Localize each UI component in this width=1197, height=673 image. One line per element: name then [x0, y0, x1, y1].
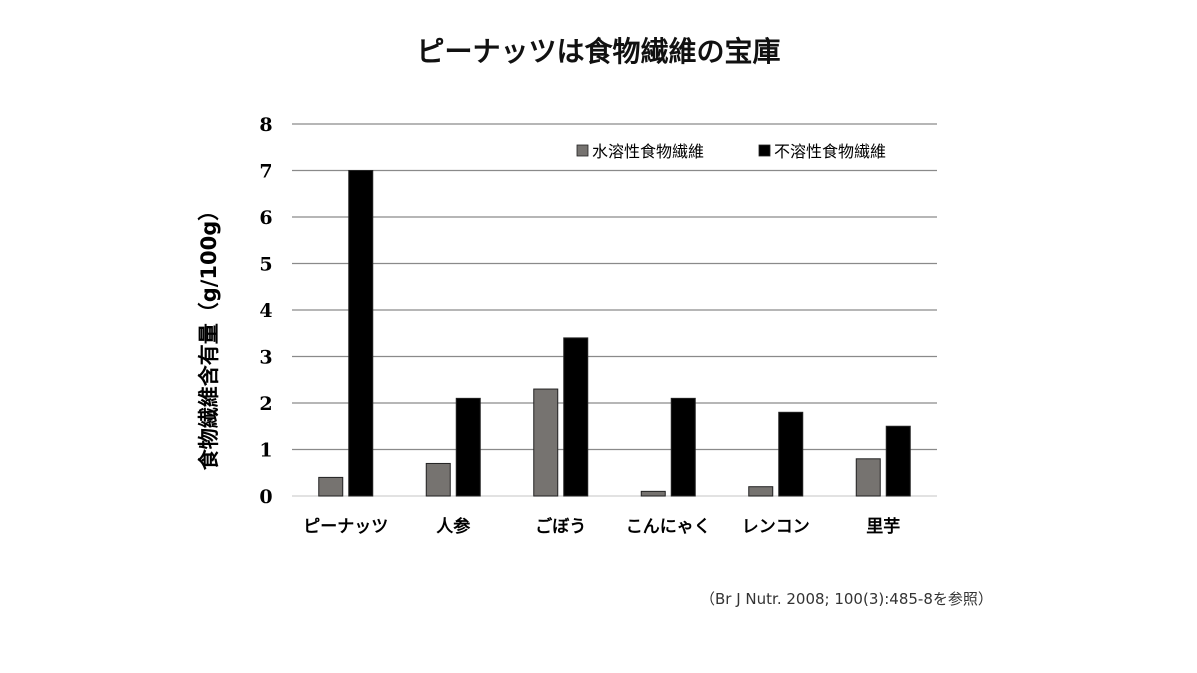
bar-soluble	[855, 458, 881, 497]
x-tick-label: 人参	[436, 516, 470, 537]
bar-soluble	[318, 476, 344, 497]
x-tick-label: ごぼう	[535, 516, 586, 537]
y-tick-label: 5	[259, 254, 272, 276]
legend-label: 水溶性食物繊維	[592, 142, 704, 161]
y-tick-label: 3	[259, 347, 272, 369]
x-tick-label: こんにゃく	[626, 517, 711, 537]
bar-insoluble	[670, 397, 696, 497]
legend-label: 不溶性食物繊維	[774, 142, 886, 161]
y-tick-label: 2	[259, 393, 272, 415]
y-tick-label: 1	[259, 440, 272, 462]
bar-insoluble	[348, 170, 374, 497]
y-tick-label: 7	[259, 161, 272, 183]
x-tick-label: 里芋	[866, 516, 900, 537]
bar-soluble	[748, 486, 774, 497]
y-tick-label: 6	[259, 207, 272, 229]
legend-swatch	[758, 144, 771, 157]
x-tick-label: ピーナッツ	[303, 517, 388, 537]
x-tick-label: レンコン	[742, 517, 810, 537]
y-tick-label: 0	[259, 486, 272, 508]
chart-title: ピーナッツは食物繊維の宝庫	[416, 35, 781, 68]
bar-insoluble	[455, 397, 481, 497]
legend-swatch	[576, 144, 589, 157]
bar-soluble	[425, 462, 451, 497]
bar-insoluble	[885, 425, 911, 497]
y-tick-label: 8	[259, 114, 272, 136]
bar-soluble	[533, 388, 559, 497]
source-citation: （Br J Nutr. 2008; 100(3):485-8を参照）	[700, 590, 993, 608]
y-tick-label: 4	[259, 300, 272, 322]
bar-insoluble	[563, 337, 589, 497]
bar-insoluble	[778, 411, 804, 497]
bar-soluble	[640, 490, 666, 497]
y-axis-label: 食物繊維含有量（g/100g）	[197, 200, 221, 471]
